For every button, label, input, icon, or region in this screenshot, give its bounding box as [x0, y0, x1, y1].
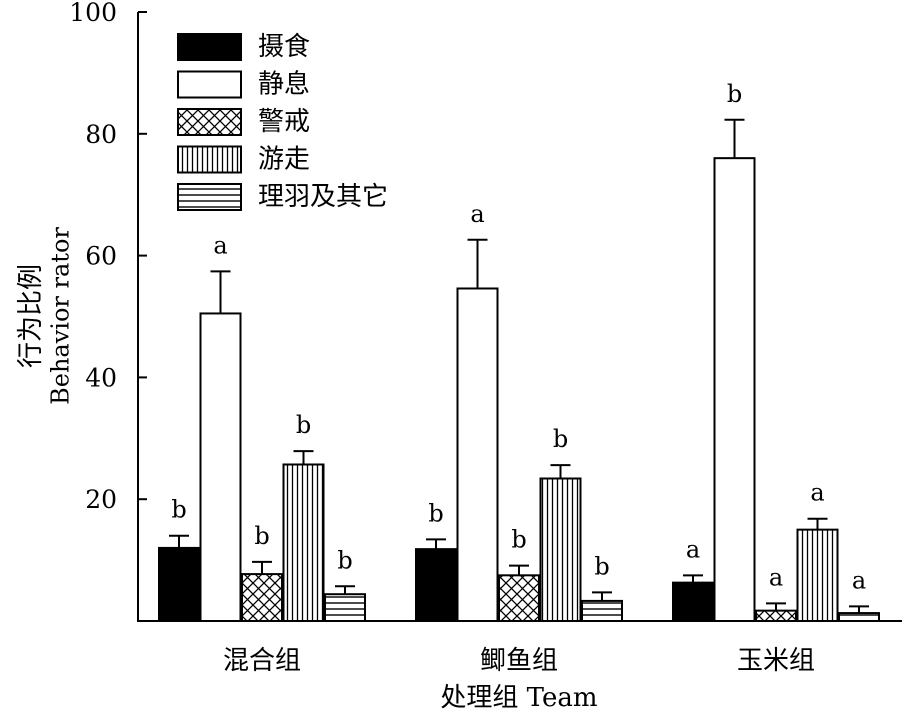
legend-label: 摄食: [258, 32, 310, 62]
bar: [199, 312, 242, 622]
bar: [324, 593, 366, 622]
y-axis-title-en: Behavior rator: [47, 227, 75, 405]
legend-label: 静息: [258, 70, 310, 100]
bar: [282, 463, 325, 622]
significance-label: b: [171, 496, 186, 524]
legend-label: 理羽及其它: [258, 182, 388, 212]
significance-label: a: [852, 566, 866, 594]
bar: [456, 287, 499, 622]
y-tick-label: 100: [69, 0, 117, 27]
legend-swatch: [177, 108, 242, 136]
bars: b a b b b b a b b b a b a a a: [158, 80, 880, 623]
legend-swatch: [177, 145, 242, 174]
significance-label: a: [810, 479, 824, 507]
bar: [755, 609, 797, 622]
bar: [796, 528, 839, 623]
bar: [415, 548, 457, 622]
legend-swatch: [177, 70, 242, 99]
x-category-labels: 混合组 鲫鱼组 玉米组: [223, 646, 815, 676]
significance-label: b: [594, 552, 609, 580]
legend-label: 警戒: [258, 107, 310, 137]
x-category-label: 玉米组: [737, 646, 815, 676]
legend-swatch: [177, 183, 242, 211]
bar: [672, 581, 714, 622]
y-axis-title-cn: 行为比例: [16, 264, 46, 368]
bar: [713, 157, 756, 622]
y-axis-title: 行为比例 Behavior rator: [16, 227, 75, 405]
significance-label: b: [428, 499, 443, 527]
x-category-label: 鲫鱼组: [480, 646, 558, 676]
significance-label: b: [727, 80, 742, 108]
bar: [241, 573, 283, 622]
bar: [581, 599, 623, 623]
significance-label: b: [296, 411, 311, 439]
significance-label: b: [511, 526, 526, 554]
significance-label: a: [769, 563, 783, 591]
significance-label: a: [470, 200, 484, 228]
significance-label: b: [337, 546, 352, 574]
y-tick-label: 60: [85, 242, 117, 271]
bar: [838, 612, 880, 623]
bar: [158, 546, 200, 622]
y-ticks: 20 40 60 80 100: [69, 0, 147, 514]
y-tick-label: 40: [85, 363, 117, 392]
significance-label: a: [686, 535, 700, 563]
significance-label: a: [213, 231, 227, 259]
legend-label: 游走: [258, 145, 310, 175]
y-tick-label: 80: [85, 120, 117, 149]
significance-label: b: [254, 522, 269, 550]
y-tick-label: 20: [85, 485, 117, 514]
x-category-label: 混合组: [223, 646, 301, 676]
legend-swatch: [177, 33, 242, 61]
significance-label: b: [553, 425, 568, 453]
bar: [498, 574, 540, 623]
bar: [539, 477, 582, 622]
x-axis-title: 处理组 Team: [440, 683, 597, 713]
